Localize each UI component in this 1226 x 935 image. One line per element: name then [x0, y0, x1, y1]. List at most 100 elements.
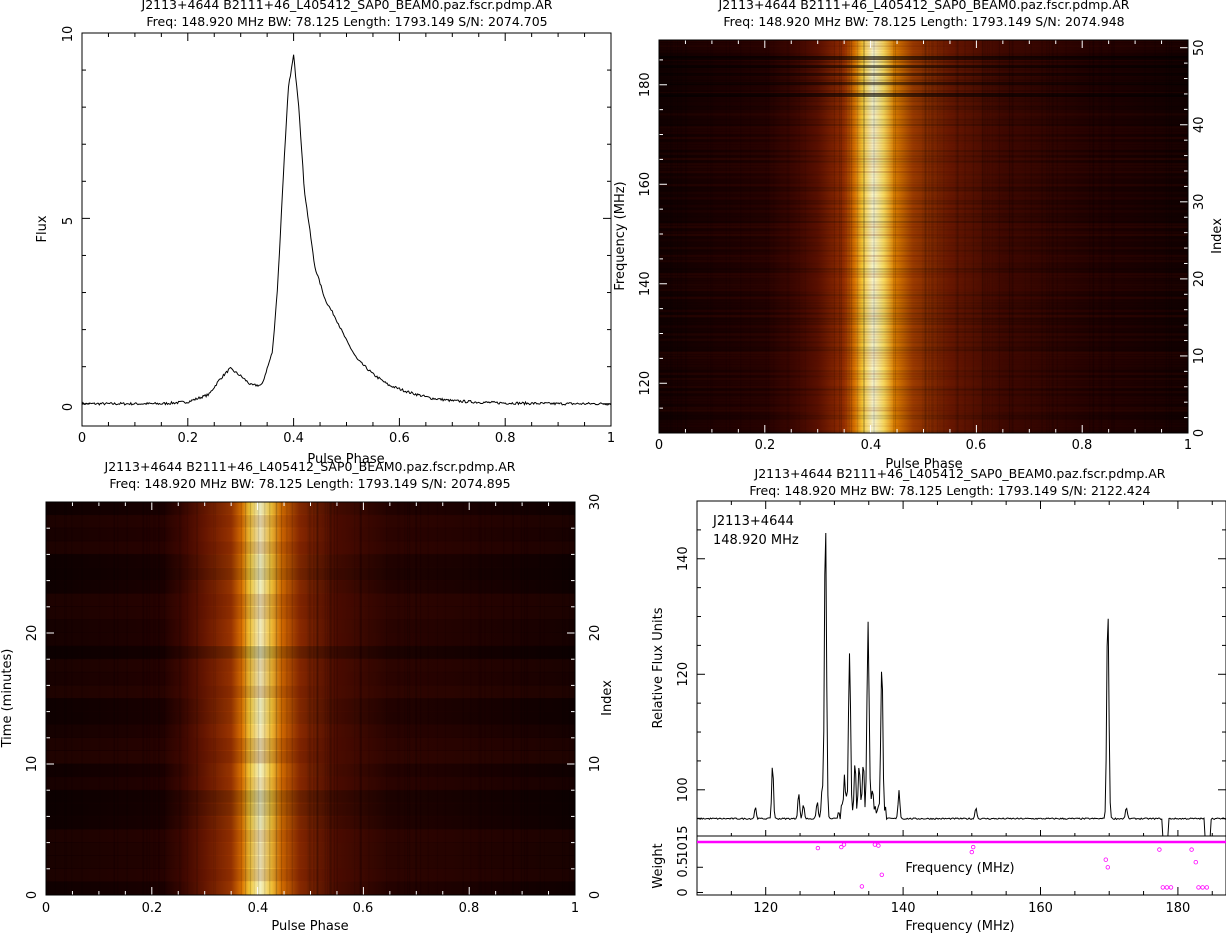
heatmap-grain: [925, 40, 927, 433]
weight-tick-label: 0: [676, 888, 691, 896]
heatmap-grain: [711, 40, 713, 433]
heatmap-grain: [54, 502, 56, 895]
heatmap-grain: [894, 40, 897, 433]
heatmap-row: [659, 383, 1188, 386]
heatmap-grain: [240, 502, 242, 895]
heatmap-row: [659, 333, 1188, 336]
heatmap-row: [659, 254, 1188, 257]
profile-line: [81, 54, 612, 406]
heatmap-row: [659, 191, 1188, 195]
heatmap-grain: [1052, 40, 1054, 433]
heatmap-row: [659, 157, 1188, 161]
heatmap-row: [659, 212, 1188, 216]
time-xlabel: Pulse Phase: [271, 919, 348, 934]
heatmap-grain: [862, 40, 865, 433]
heatmap-row: [659, 126, 1188, 129]
heatmap-row: [659, 404, 1188, 407]
heatmap-grain: [419, 502, 422, 895]
heatmap-row: [659, 412, 1188, 415]
heatmap-row: [659, 396, 1188, 399]
time-ytick-label: 0: [25, 891, 40, 899]
heatmap-grain: [186, 502, 189, 895]
bandpass-ytick-label: 100: [676, 777, 691, 802]
heatmap-row: [659, 299, 1188, 302]
heatmap-grain: [309, 502, 311, 895]
heatmap-row: [659, 270, 1188, 273]
heatmap-row: [659, 315, 1188, 318]
heatmap-grain: [982, 40, 984, 433]
heatmap-grain: [178, 502, 181, 895]
heatmap-grain: [330, 502, 332, 895]
heatmap-row: [659, 372, 1188, 375]
heatmap-row: [659, 210, 1188, 213]
heatmap-row: [659, 236, 1188, 239]
heatmap-row: [46, 855, 575, 869]
freq-heatmap: [659, 40, 1188, 433]
heatmap-row: [659, 322, 1188, 326]
heatmap-grain: [180, 502, 182, 895]
heatmap-grain: [1111, 40, 1113, 433]
heatmap-grain: [1154, 40, 1156, 433]
heatmap-row: [659, 68, 1188, 71]
weight-outlier-point: [841, 842, 847, 847]
heatmap-grain: [674, 40, 676, 433]
heatmap-grain: [943, 40, 945, 433]
heatmap-row: [659, 189, 1188, 192]
heatmap-row: [659, 63, 1188, 66]
heatmap-grain: [1108, 40, 1110, 433]
heatmap-row: [659, 249, 1188, 252]
heatmap-row: [46, 646, 575, 659]
heatmap-row: [46, 777, 575, 790]
profile-ytick-label: 10: [61, 26, 76, 43]
freq-frame: [658, 39, 1189, 434]
heatmap-grain: [360, 502, 362, 895]
freq-xlabel: Pulse Phase: [885, 457, 962, 472]
heatmap-row: [659, 173, 1188, 176]
weight-outlier-point: [839, 844, 844, 850]
heatmap-row: [46, 803, 575, 816]
time-index-tick-label: 20: [588, 625, 603, 642]
heatmap-grain: [957, 40, 959, 433]
heatmap-grain: [310, 502, 312, 895]
heatmap-row: [659, 367, 1188, 370]
heatmap-grain: [986, 40, 989, 433]
heatmap-row: [659, 113, 1188, 116]
heatmap-grain: [316, 502, 318, 895]
heatmap-grain: [249, 502, 252, 895]
freq-subtitle: Freq: 148.920 MHz BW: 78.125 Length: 179…: [723, 14, 1124, 29]
heatmap-row: [46, 606, 575, 620]
heatmap-row: [659, 377, 1188, 381]
heatmap-grain: [503, 502, 505, 895]
heatmap-row: [659, 359, 1188, 362]
heatmap-row: [659, 406, 1188, 409]
heatmap-dark-band: [659, 93, 1188, 97]
heatmap-row: [659, 262, 1188, 265]
heatmap-grain: [936, 40, 939, 433]
heatmap-row: [46, 737, 575, 751]
heatmap-row: [659, 294, 1188, 297]
freq-ytick-label: 180: [638, 72, 653, 97]
heatmap-grain: [313, 502, 315, 895]
heatmap-row: [659, 71, 1188, 74]
heatmap-grain: [564, 502, 566, 895]
weight-outlier-point: [1105, 865, 1110, 870]
heatmap-row: [659, 286, 1188, 289]
heatmap-row: [659, 275, 1188, 278]
heatmap-grain: [148, 502, 151, 895]
heatmap-grain: [998, 40, 1001, 433]
heatmap-row: [659, 215, 1188, 218]
bandpass-subtitle: Freq: 148.920 MHz BW: 78.125 Length: 179…: [749, 483, 1150, 498]
heatmap-row: [659, 87, 1188, 90]
heatmap-row: [659, 144, 1188, 147]
heatmap-row: [46, 619, 575, 633]
heatmap-row: [659, 220, 1188, 223]
freq-ytick-label: 160: [638, 172, 653, 197]
heatmap-grain: [1011, 40, 1013, 433]
heatmap-grain: [244, 502, 247, 895]
profile-ticks: [81, 32, 612, 426]
heatmap-row: [659, 165, 1188, 168]
heatmap-grain: [939, 40, 941, 433]
heatmap-grain: [264, 502, 266, 895]
time-index-tick-label: 0: [588, 891, 603, 899]
heatmap-grain: [568, 502, 570, 895]
